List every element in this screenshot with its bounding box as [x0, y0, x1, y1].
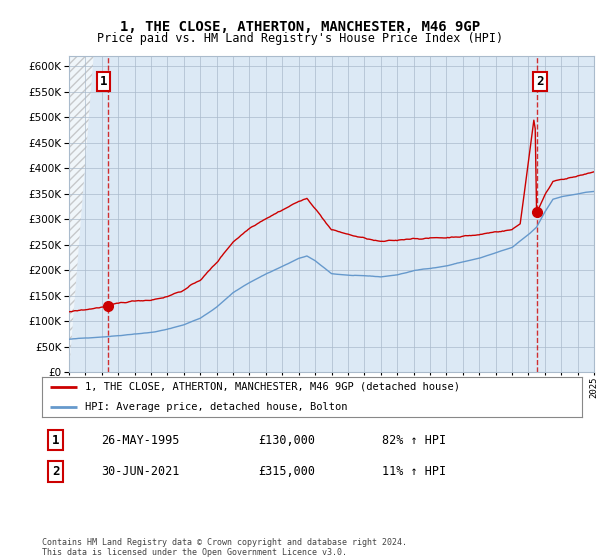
Text: 1, THE CLOSE, ATHERTON, MANCHESTER, M46 9GP (detached house): 1, THE CLOSE, ATHERTON, MANCHESTER, M46 … [85, 382, 460, 392]
Text: 26-MAY-1995: 26-MAY-1995 [101, 433, 180, 446]
Text: 1: 1 [52, 433, 59, 446]
Text: 2: 2 [52, 465, 59, 478]
Text: £315,000: £315,000 [258, 465, 315, 478]
Text: 30-JUN-2021: 30-JUN-2021 [101, 465, 180, 478]
Text: 82% ↑ HPI: 82% ↑ HPI [382, 433, 446, 446]
Text: £130,000: £130,000 [258, 433, 315, 446]
Text: 1: 1 [100, 75, 107, 88]
Text: 2: 2 [536, 75, 544, 88]
Text: HPI: Average price, detached house, Bolton: HPI: Average price, detached house, Bolt… [85, 402, 348, 412]
Text: 11% ↑ HPI: 11% ↑ HPI [382, 465, 446, 478]
Text: 1, THE CLOSE, ATHERTON, MANCHESTER, M46 9GP: 1, THE CLOSE, ATHERTON, MANCHESTER, M46 … [120, 20, 480, 34]
Polygon shape [69, 56, 94, 372]
Text: Price paid vs. HM Land Registry's House Price Index (HPI): Price paid vs. HM Land Registry's House … [97, 32, 503, 45]
Text: Contains HM Land Registry data © Crown copyright and database right 2024.
This d: Contains HM Land Registry data © Crown c… [42, 538, 407, 557]
